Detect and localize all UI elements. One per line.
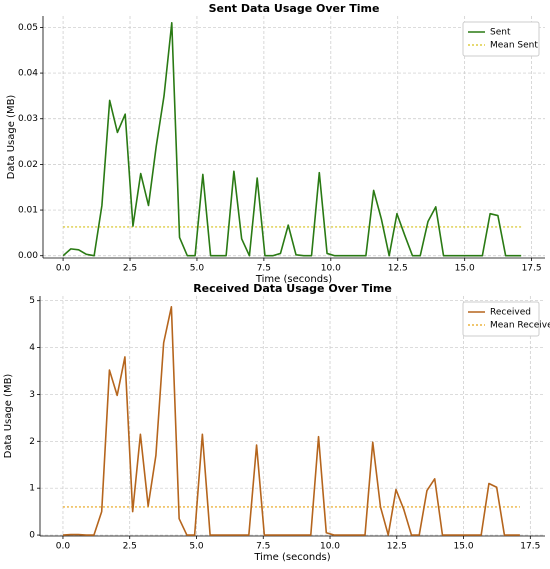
legend: Received Mean Received: [462, 301, 550, 337]
y-axis-label: Data Usage (MB): [6, 95, 17, 180]
x-tick-label: 2.5: [123, 264, 137, 274]
x-tick-label: 7.5: [257, 264, 271, 274]
y-tick-label: 0.01: [18, 206, 38, 216]
x-tick-label: 0.0: [56, 264, 71, 274]
legend-label: Mean Received: [490, 321, 550, 331]
legend-label: Received: [490, 308, 531, 318]
chart-title: Received Data Usage Over Time: [193, 282, 392, 295]
y-tick-label: 0.03: [18, 114, 38, 124]
x-tick-label: 15.0: [454, 542, 474, 552]
x-axis-label: Time (seconds): [255, 274, 332, 285]
x-tick-label: 2.5: [123, 542, 137, 552]
x-tick-label: 12.5: [387, 542, 407, 552]
y-tick-label: 0.04: [18, 69, 38, 79]
axes: 0 1 2 3 4 5 0.0 2.5 5.0 7.5 10.0 12.5 15.0 17.5 Receiv…: [3, 282, 550, 563]
y-tick-label: 0.00: [18, 251, 38, 261]
y-tick-label: 1: [29, 484, 35, 494]
x-tick-label: 17.5: [520, 542, 540, 552]
data-line: [62, 305, 520, 536]
y-tick-label: 2: [29, 437, 35, 447]
legend-box: [462, 301, 540, 337]
legend-label: Mean Sent: [490, 41, 538, 51]
x-tick-label: 0.0: [56, 542, 71, 552]
y-tick-label: 0: [29, 531, 35, 541]
chart-title: Sent Data Usage Over Time: [209, 2, 380, 15]
x-tick-label: 10.0: [321, 264, 341, 274]
legend: Sent Mean Sent: [462, 21, 540, 57]
y-tick-label: 0.05: [18, 23, 38, 33]
x-tick-label: 12.5: [388, 264, 408, 274]
data-line: [62, 22, 522, 257]
x-tick-label: 5.0: [189, 542, 204, 552]
y-tick-label: 5: [29, 296, 35, 306]
x-tick-label: 5.0: [190, 264, 205, 274]
y-tick-label: 3: [29, 390, 35, 400]
legend-label: Sent: [490, 28, 511, 38]
y-tick-label: 4: [29, 343, 35, 353]
y-tick-label: 0.02: [18, 160, 38, 170]
x-tick-label: 7.5: [256, 542, 270, 552]
x-axis-label: Time (seconds): [253, 552, 330, 563]
x-tick-label: 15.0: [455, 264, 475, 274]
x-tick-label: 17.5: [522, 264, 542, 274]
legend-box: [462, 21, 540, 57]
y-axis-label: Data Usage (MB): [3, 374, 14, 459]
x-tick-label: 10.0: [320, 542, 340, 552]
axes: 0.00 0.01 0.02 0.03 0.04 0.05 0.0 2.5 5.0 7.5 10.0…: [6, 2, 545, 285]
